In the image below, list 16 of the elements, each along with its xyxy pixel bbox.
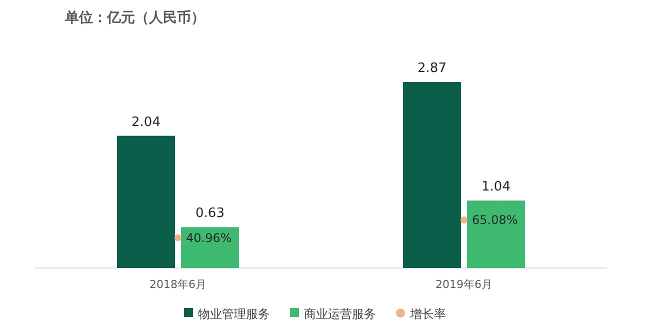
- bar: [181, 227, 239, 268]
- data-label: 40.96%: [186, 230, 232, 245]
- bar: [467, 200, 525, 268]
- data-label: 0.63: [196, 206, 224, 222]
- data-label: 1.04: [482, 180, 510, 195]
- data-label: 2.04: [132, 114, 160, 130]
- legend-label: 增长率: [409, 307, 446, 321]
- bar: [403, 82, 461, 268]
- bar: [117, 136, 175, 268]
- data-label: 65.08%: [472, 213, 518, 227]
- chart-title: 单位：亿元（人民币）: [64, 9, 205, 26]
- legend-label: 商业运营服务: [304, 307, 376, 321]
- legend-label: 物业管理服务: [198, 307, 270, 321]
- data-label: 2.87: [418, 61, 446, 76]
- x-tick-label: 2018年6月: [150, 278, 206, 291]
- x-tick-label: 2019年6月: [436, 278, 492, 291]
